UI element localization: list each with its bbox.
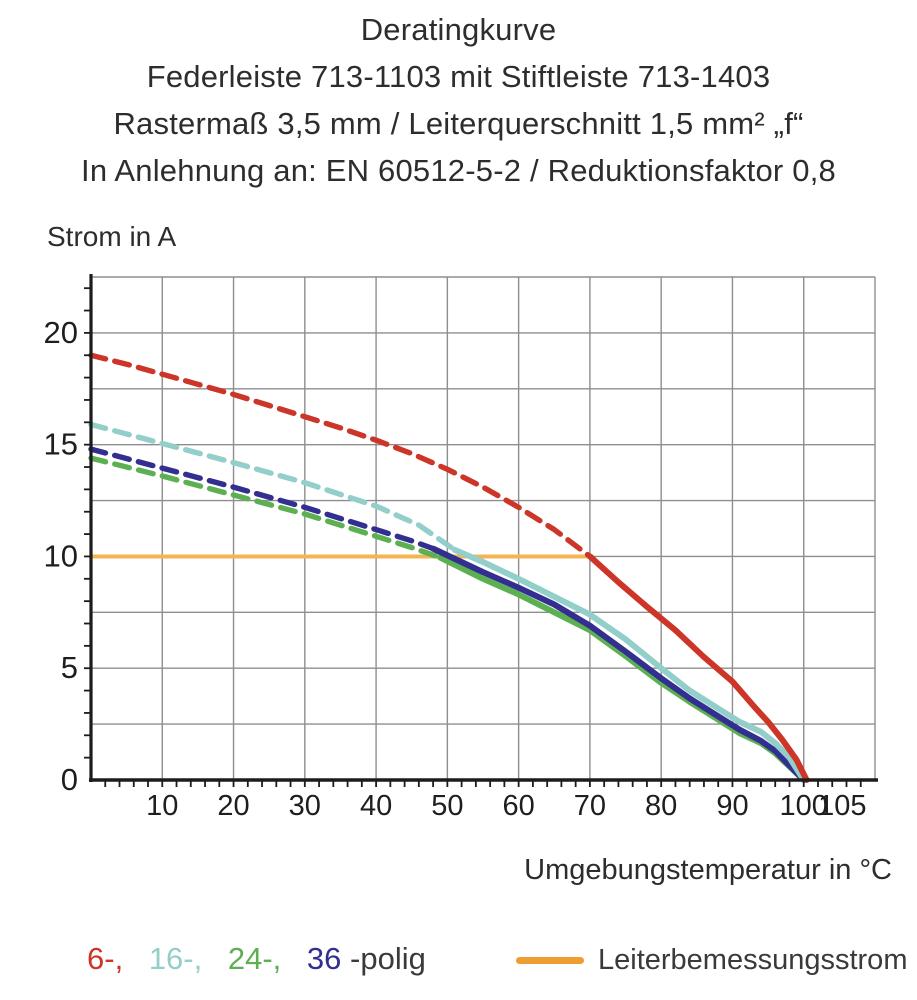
orange-line-swatch [516, 956, 584, 964]
legend-item-36polig: 36 [306, 941, 342, 976]
x-tick-label: 90 [716, 790, 748, 822]
x-tick-label: 10 [146, 790, 178, 822]
y-tick-label: 5 [61, 650, 78, 685]
x-tick-label: 50 [431, 790, 463, 822]
y-tick-label: 20 [44, 315, 78, 350]
curve-solid-16-polig [451, 546, 807, 783]
title-line-2: Federleiste 713-1103 mit Stiftleiste 713… [146, 59, 771, 94]
x-tick-label: 60 [503, 790, 535, 822]
curve-solid-36-polig [430, 545, 807, 783]
curve-dashed-6-polig [88, 352, 593, 560]
legend-pole-counts: 6-, 16-, 24-, 36 -polig [87, 941, 426, 977]
x-tick-label: 100 [780, 790, 828, 822]
x-tick-label: 30 [289, 790, 321, 822]
curve-dashed-36-polig [88, 446, 436, 552]
x-tick-label: 20 [217, 790, 249, 822]
y-tick-label: 0 [61, 762, 78, 797]
y-axis-title: Strom in A [47, 221, 177, 252]
x-tick-label: 40 [360, 790, 392, 822]
legend-item-24polig: 24-, [227, 941, 282, 976]
legend-polig-suffix: -polig [350, 941, 426, 976]
curve-dashed-16-polig [88, 421, 458, 553]
title-line-1: Deratingkurve [360, 12, 557, 47]
curve-dashed-24-polig [88, 455, 443, 561]
x-tick-label: 70 [574, 790, 606, 822]
y-tick-label: 10 [44, 538, 78, 573]
x-tick-label: 80 [645, 790, 677, 822]
chart-title-block: Deratingkurve Federleiste 713-1103 mit S… [0, 6, 917, 194]
x-tick-label: 105 [818, 790, 866, 822]
title-line-4: In Anlehnung an: EN 60512-5-2 / Reduktio… [81, 153, 836, 188]
title-line-3: Rastermaß 3,5 mm / Leiterquerschnitt 1,5… [113, 106, 804, 141]
legend-item-16polig: 16-, [148, 941, 203, 976]
curve-solid-6-polig [586, 553, 810, 783]
legend-reference-current: Leiterbemessungsstrom [516, 940, 907, 980]
legend-item-6polig: 6-, [87, 941, 124, 976]
x-axis-title: Umgebungstemperatur in °C [524, 854, 892, 886]
reference-current-label: Leiterbemessungsstrom [598, 943, 908, 976]
y-tick-label: 15 [44, 427, 78, 462]
